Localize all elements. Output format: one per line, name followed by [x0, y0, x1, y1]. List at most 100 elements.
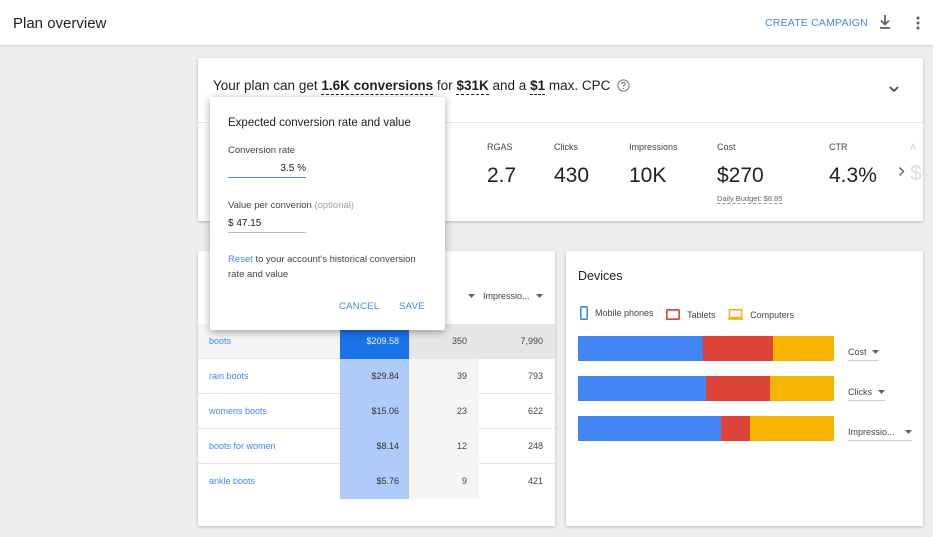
- legend-label: Tablets: [687, 309, 716, 320]
- bar-metric-select-cost[interactable]: Cost: [848, 347, 880, 361]
- cost-cell: $15.06: [340, 394, 409, 429]
- plan-summary-sentence: Your plan can get 1.6K conversions for $…: [213, 78, 630, 95]
- cost-cell: $29.84: [340, 359, 409, 394]
- keyword-link[interactable]: boots for women: [209, 441, 276, 451]
- value-per-conversion-label: Value per converion (optional): [228, 200, 354, 211]
- legend-item-computers[interactable]: Computers: [728, 309, 794, 320]
- more-options-icon[interactable]: [913, 14, 923, 32]
- legend-label: Computers: [750, 309, 795, 320]
- keyword-link[interactable]: womens boots: [209, 406, 268, 416]
- page-title: Plan overview: [13, 15, 107, 32]
- max-cpc-link[interactable]: $1: [530, 78, 546, 95]
- metric-ctr[interactable]: CTR 4.3%: [829, 142, 877, 188]
- legend-item-tablets[interactable]: Tablets: [666, 309, 716, 320]
- table-row[interactable]: ankle boots $5.76 9 421: [198, 464, 555, 499]
- metric-label: CTR: [829, 142, 848, 152]
- metric-label: Cost: [717, 142, 736, 152]
- table-row[interactable]: boots for women $8.14 12 248: [198, 429, 555, 464]
- dropdown-arrow-icon: [872, 350, 880, 354]
- impressions-cell: 7,990: [479, 324, 555, 359]
- devices-title: Devices: [578, 269, 623, 283]
- bar-segment-computer: [770, 376, 834, 401]
- device-bar-clicks: [578, 376, 834, 401]
- cancel-button[interactable]: CANCEL: [339, 301, 380, 312]
- keyword-link[interactable]: boots: [209, 336, 232, 346]
- cost-cell: $5.76: [340, 464, 409, 499]
- summary-prefix: Your plan can get: [213, 78, 318, 93]
- chevron-right-icon[interactable]: [898, 166, 905, 177]
- phone-icon: [580, 306, 588, 320]
- total-cost-link[interactable]: $31K: [456, 78, 489, 95]
- bar-segment-mobile: [578, 336, 704, 361]
- help-icon[interactable]: [617, 79, 630, 92]
- conversion-rate-input[interactable]: [228, 163, 306, 178]
- clicks-cell: 12: [409, 429, 479, 464]
- daily-budget-link[interactable]: Daily Budget: $8.85: [717, 194, 783, 204]
- summary-and: and a: [492, 78, 527, 93]
- impressions-cell: 622: [527, 406, 543, 416]
- summary-divider: [198, 122, 923, 123]
- computer-icon: [728, 309, 744, 320]
- metric-value: $270: [717, 164, 764, 187]
- devices-card: Devices Mobile phones Tablets Computers …: [566, 251, 923, 526]
- device-bar-impressions: [578, 416, 834, 441]
- clicks-cell: 23: [409, 394, 479, 429]
- metric-value: 430: [554, 164, 590, 187]
- summary-for: for: [436, 78, 453, 93]
- reset-text: to your account's historical conversion …: [228, 254, 416, 280]
- dropdown-arrow-icon: [877, 390, 885, 394]
- impressions-cell: 421: [527, 476, 543, 486]
- impressions-cell: 248: [527, 441, 543, 451]
- summary-suffix: max. CPC: [548, 78, 611, 93]
- bar-metric-select-clicks[interactable]: Clicks: [848, 387, 885, 401]
- legend-item-mobile[interactable]: Mobile phones: [580, 306, 654, 320]
- metric-label: Clicks: [554, 142, 578, 152]
- conversion-rate-label: Conversion rate: [228, 145, 296, 156]
- keyword-link[interactable]: rain boots: [209, 371, 249, 381]
- select-value: Clicks: [848, 387, 872, 397]
- bar-segment-tablet: [706, 376, 770, 401]
- bar-segment-mobile: [578, 416, 722, 441]
- bar-segment-tablet: [703, 336, 773, 361]
- create-campaign-button[interactable]: CREATE CAMPAIGN: [765, 17, 868, 29]
- legend-label: Mobile phones: [595, 308, 654, 318]
- metric-hidden-label: A: [910, 142, 917, 152]
- select-value: Cost: [848, 347, 867, 357]
- keyword-link[interactable]: ankle boots: [209, 476, 256, 486]
- metric-rgas[interactable]: RGAS 2.7: [487, 142, 516, 188]
- bar-segment-mobile: [578, 376, 706, 401]
- bar-segment-computer: [772, 336, 834, 361]
- sort-down-icon: [536, 294, 544, 298]
- download-icon[interactable]: [877, 13, 893, 31]
- value-per-conversion-input[interactable]: [228, 218, 306, 233]
- bar-metric-select-impressions[interactable]: Impressio...: [848, 427, 913, 441]
- col-header-label: Impressio...: [483, 291, 530, 301]
- conversion-rate-popup: Expected conversion rate and value Conve…: [210, 97, 445, 330]
- optional-hint: (optional): [314, 200, 355, 211]
- conversions-link[interactable]: 1.6K conversions: [321, 78, 434, 95]
- impressions-cell: 793: [527, 371, 543, 381]
- value-label-text: Value per converion: [228, 200, 312, 211]
- metric-label: Impressions: [629, 142, 678, 152]
- dropdown-arrow-icon: [905, 430, 913, 434]
- sort-down-icon: [468, 294, 475, 298]
- collapse-chevron-icon[interactable]: [888, 85, 900, 93]
- metric-hidden-value: $: [910, 162, 922, 185]
- cost-cell: $8.14: [340, 429, 409, 464]
- col-header-impressions[interactable]: Impressio...: [483, 291, 544, 301]
- reset-link[interactable]: Reset: [228, 254, 253, 265]
- clicks-cell: 9: [409, 464, 479, 499]
- metric-cost[interactable]: Cost $270 Daily Budget: $8.85: [717, 142, 783, 206]
- metric-clicks[interactable]: Clicks 430: [554, 142, 589, 188]
- bar-segment-computer: [749, 416, 834, 441]
- metric-impressions[interactable]: Impressions 10K: [629, 142, 678, 188]
- metric-label: RGAS: [487, 142, 513, 152]
- clicks-sort-arrow[interactable]: [464, 291, 475, 301]
- metric-value: 2.7: [487, 164, 517, 187]
- metric-value: 10K: [629, 164, 667, 187]
- save-button[interactable]: SAVE: [399, 301, 425, 312]
- devices-legend: Mobile phones Tablets Computers: [580, 306, 804, 322]
- bar-segment-tablet: [721, 416, 750, 441]
- table-row[interactable]: rain boots $29.84 39 793: [198, 359, 555, 394]
- table-row[interactable]: womens boots $15.06 23 622: [198, 394, 555, 429]
